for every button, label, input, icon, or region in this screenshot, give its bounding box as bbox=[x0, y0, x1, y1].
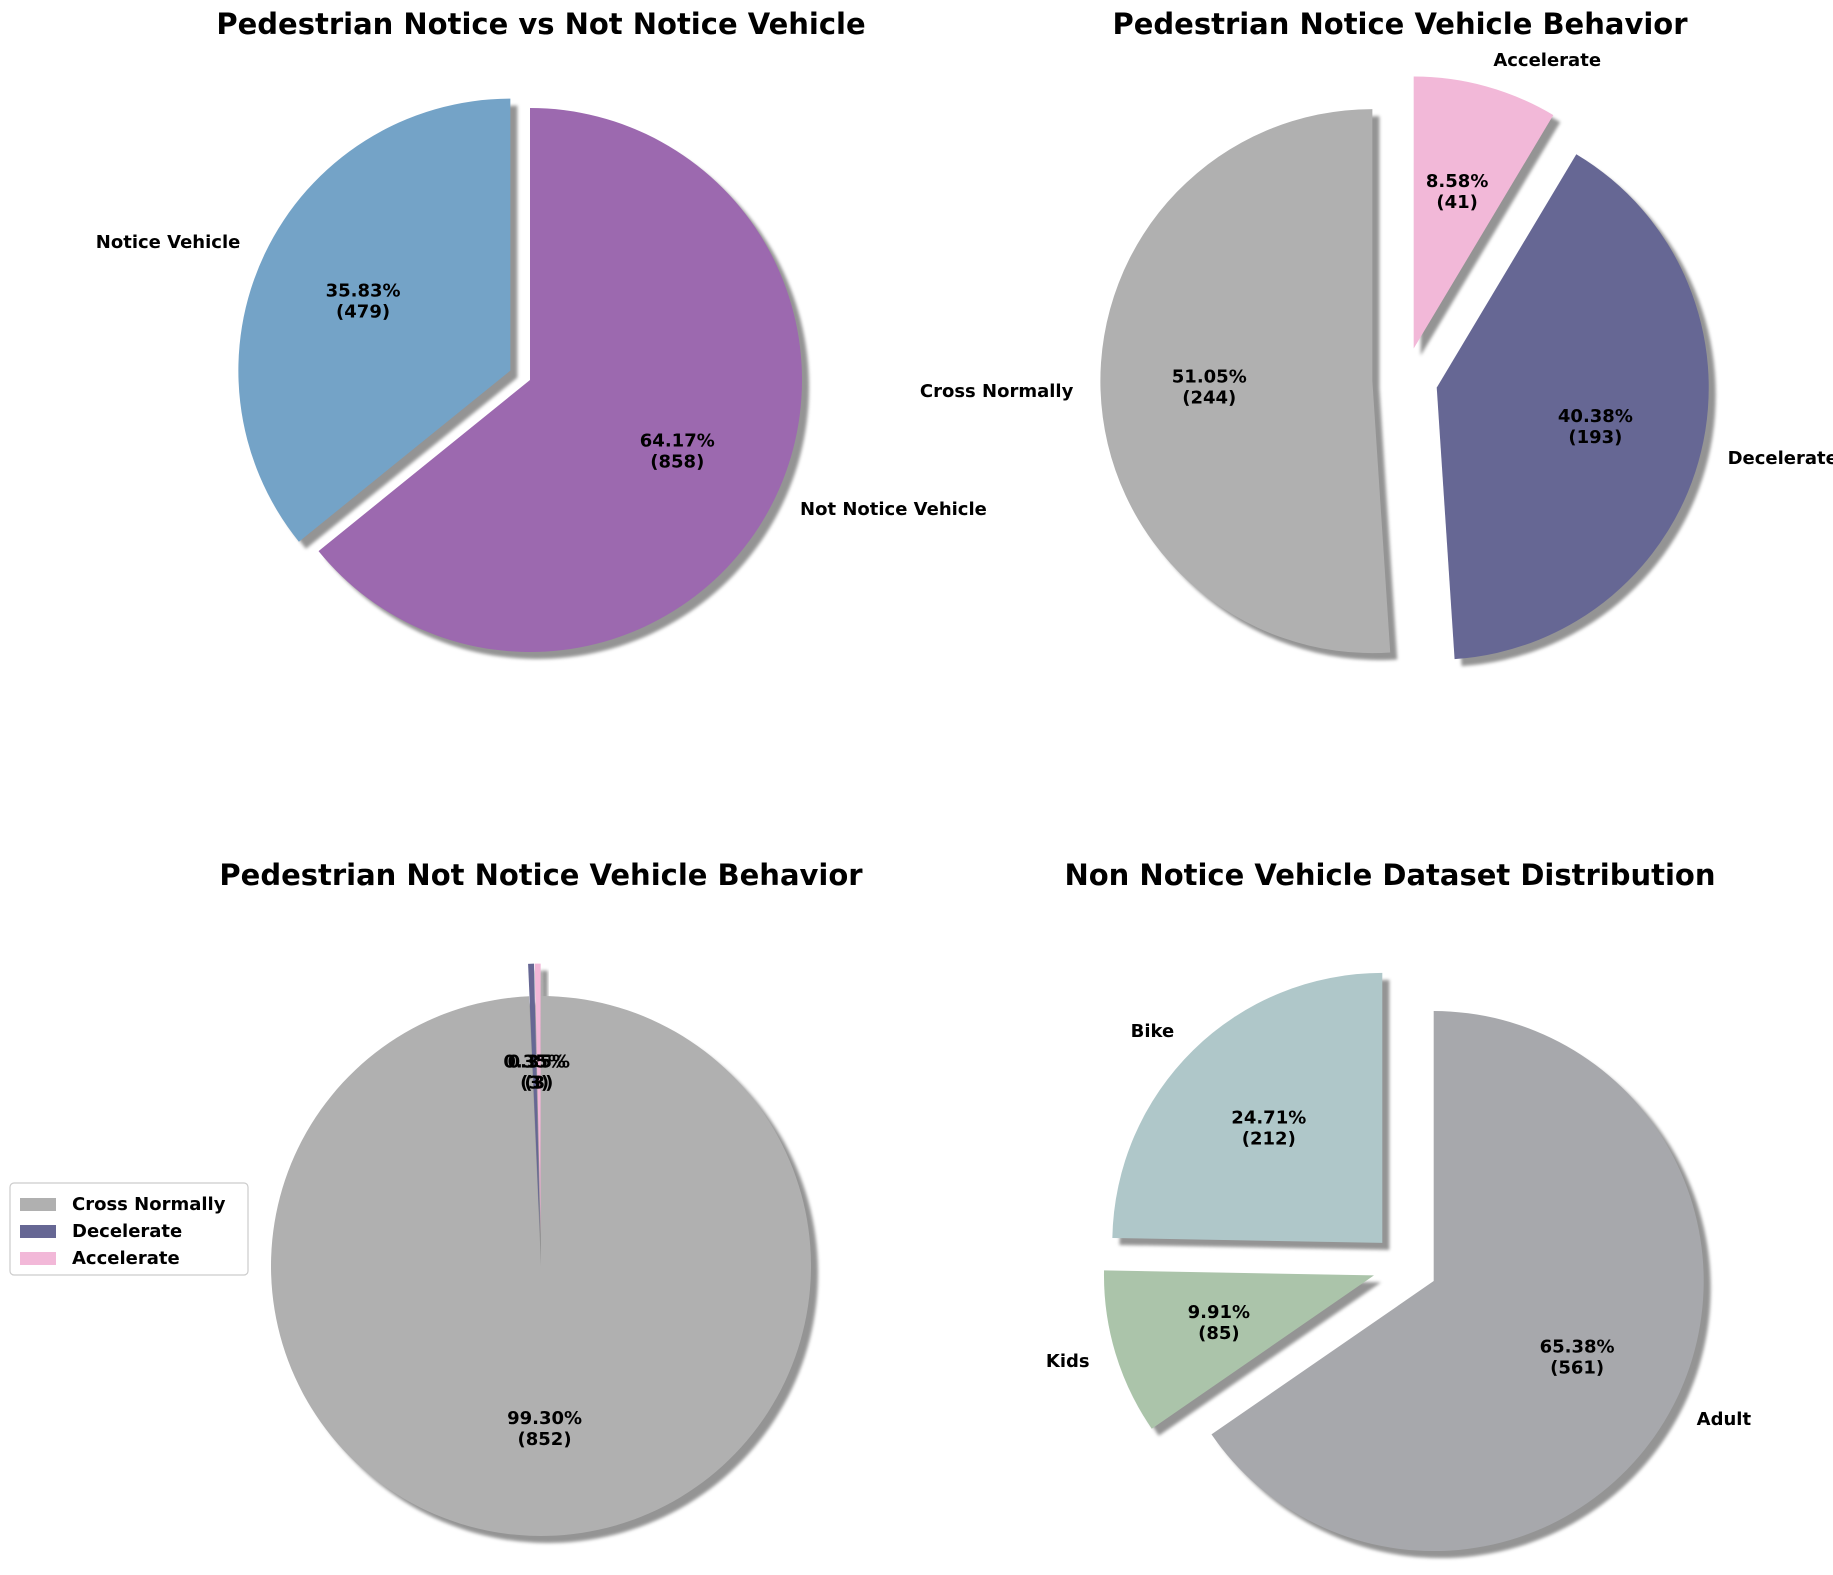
slice-count-accelerate: (3) bbox=[524, 1073, 553, 1094]
pie-labels: Bike 24.71%(212) Kids 9.91%(85) Adult 65.38%(… bbox=[1046, 1021, 1752, 1430]
pie-slice-decelerate bbox=[1436, 154, 1709, 660]
slice-percent-accelerate: 8.58% bbox=[1426, 171, 1488, 192]
pie-panel-dataset-distribution: Non Notice Vehicle Dataset Distribution … bbox=[1046, 858, 1752, 1559]
slice-count-notice-vehicle: (479) bbox=[336, 301, 390, 322]
slice-percent-notice-vehicle: 35.83% bbox=[326, 280, 401, 301]
pie-slices bbox=[238, 98, 802, 652]
slice-count-not-notice-vehicle: (858) bbox=[650, 451, 704, 472]
pie-panel-not-notice-behavior: Pedestrian Not Notice Vehicle Behavior 9… bbox=[9, 858, 863, 1543]
pie-slice-not-notice-vehicle bbox=[318, 108, 802, 652]
legend-swatch-cross-normally bbox=[20, 1198, 56, 1211]
slice-percent-cross-normally: 99.30% bbox=[507, 1408, 582, 1429]
slice-percent-decelerate: 0.35% bbox=[503, 1052, 565, 1073]
pie-labels: 99.30%(852) 0.35%(3)0.35%(3) bbox=[503, 1052, 582, 1450]
slice-percent-accelerate: 0.35% bbox=[508, 1052, 570, 1073]
pie-slices bbox=[270, 963, 811, 1536]
slice-count-adult: (561) bbox=[1550, 1357, 1604, 1378]
slice-percent-bike: 24.71% bbox=[1231, 1107, 1306, 1128]
pie-slices bbox=[1100, 76, 1709, 660]
slice-percent-not-notice-vehicle: 64.17% bbox=[640, 430, 715, 451]
pie-panel-notice-vs-not-notice: Pedestrian Notice vs Not Notice Vehicle … bbox=[96, 7, 987, 659]
slice-label-bike: Bike bbox=[1131, 1021, 1175, 1042]
pie-slice-cross-normally bbox=[1100, 109, 1391, 654]
pie-slice-decelerate bbox=[528, 963, 540, 1234]
slice-percent-kids: 9.91% bbox=[1188, 1302, 1250, 1323]
slice-label-cross-normally: Cross Normally bbox=[920, 381, 1074, 402]
pie-slice-cross-normally bbox=[270, 996, 811, 1536]
legend-label-accelerate: Accelerate bbox=[72, 1248, 180, 1269]
slice-label-adult: Adult bbox=[1697, 1409, 1752, 1430]
chart-title: Pedestrian Not Notice Vehicle Behavior bbox=[219, 858, 863, 892]
slice-label-decelerate: Decelerate bbox=[1728, 448, 1833, 469]
pie-slice-adult bbox=[1211, 1011, 1704, 1552]
legend-label-decelerate: Decelerate bbox=[72, 1221, 182, 1242]
slice-label-notice-vehicle: Notice Vehicle bbox=[96, 232, 241, 253]
chart-title: Pedestrian Notice Vehicle Behavior bbox=[1112, 7, 1688, 41]
slice-count-bike: (212) bbox=[1242, 1128, 1296, 1149]
legend: Cross Normally Decelerate Accelerate bbox=[9, 1182, 249, 1276]
slice-percent-cross-normally: 51.05% bbox=[1172, 366, 1247, 387]
pie-slices bbox=[1103, 972, 1704, 1552]
pie-panel-notice-behavior: Pedestrian Notice Vehicle Behavior Cross… bbox=[920, 7, 1833, 667]
legend-swatch-accelerate bbox=[20, 1252, 56, 1265]
chart-title: Non Notice Vehicle Dataset Distribution bbox=[1064, 858, 1715, 892]
slice-count-cross-normally: (244) bbox=[1182, 387, 1236, 408]
slice-percent-adult: 65.38% bbox=[1540, 1336, 1615, 1357]
slice-count-decelerate: (3) bbox=[520, 1073, 549, 1094]
pie-slice-kids bbox=[1103, 1270, 1374, 1429]
pie-slice-accelerate bbox=[1413, 76, 1554, 349]
slice-percent-decelerate: 40.38% bbox=[1558, 406, 1633, 427]
pie-labels: Cross Normally 51.05%(244) Decelerate 40.38… bbox=[920, 50, 1833, 469]
slice-count-cross-normally: (852) bbox=[518, 1429, 572, 1450]
slice-count-decelerate: (193) bbox=[1568, 427, 1622, 448]
pie-slice-notice-vehicle bbox=[238, 98, 511, 542]
slice-label-not-notice-vehicle: Not Notice Vehicle bbox=[800, 499, 987, 520]
chart-title: Pedestrian Notice vs Not Notice Vehicle bbox=[216, 7, 865, 41]
legend-label-cross-normally: Cross Normally bbox=[72, 1194, 226, 1215]
pie-slice-bike bbox=[1112, 972, 1383, 1243]
slice-label-accelerate: Accelerate bbox=[1493, 50, 1601, 71]
legend-frame bbox=[9, 1182, 249, 1276]
slice-count-kids: (85) bbox=[1198, 1323, 1240, 1344]
pie-labels: Notice Vehicle 35.83%(479) Not Notice Vehi… bbox=[96, 232, 987, 520]
pie-slice-accelerate bbox=[534, 963, 541, 1234]
legend-swatch-decelerate bbox=[20, 1225, 56, 1238]
slice-count-accelerate: (41) bbox=[1436, 192, 1478, 213]
slice-label-kids: Kids bbox=[1046, 1351, 1090, 1372]
